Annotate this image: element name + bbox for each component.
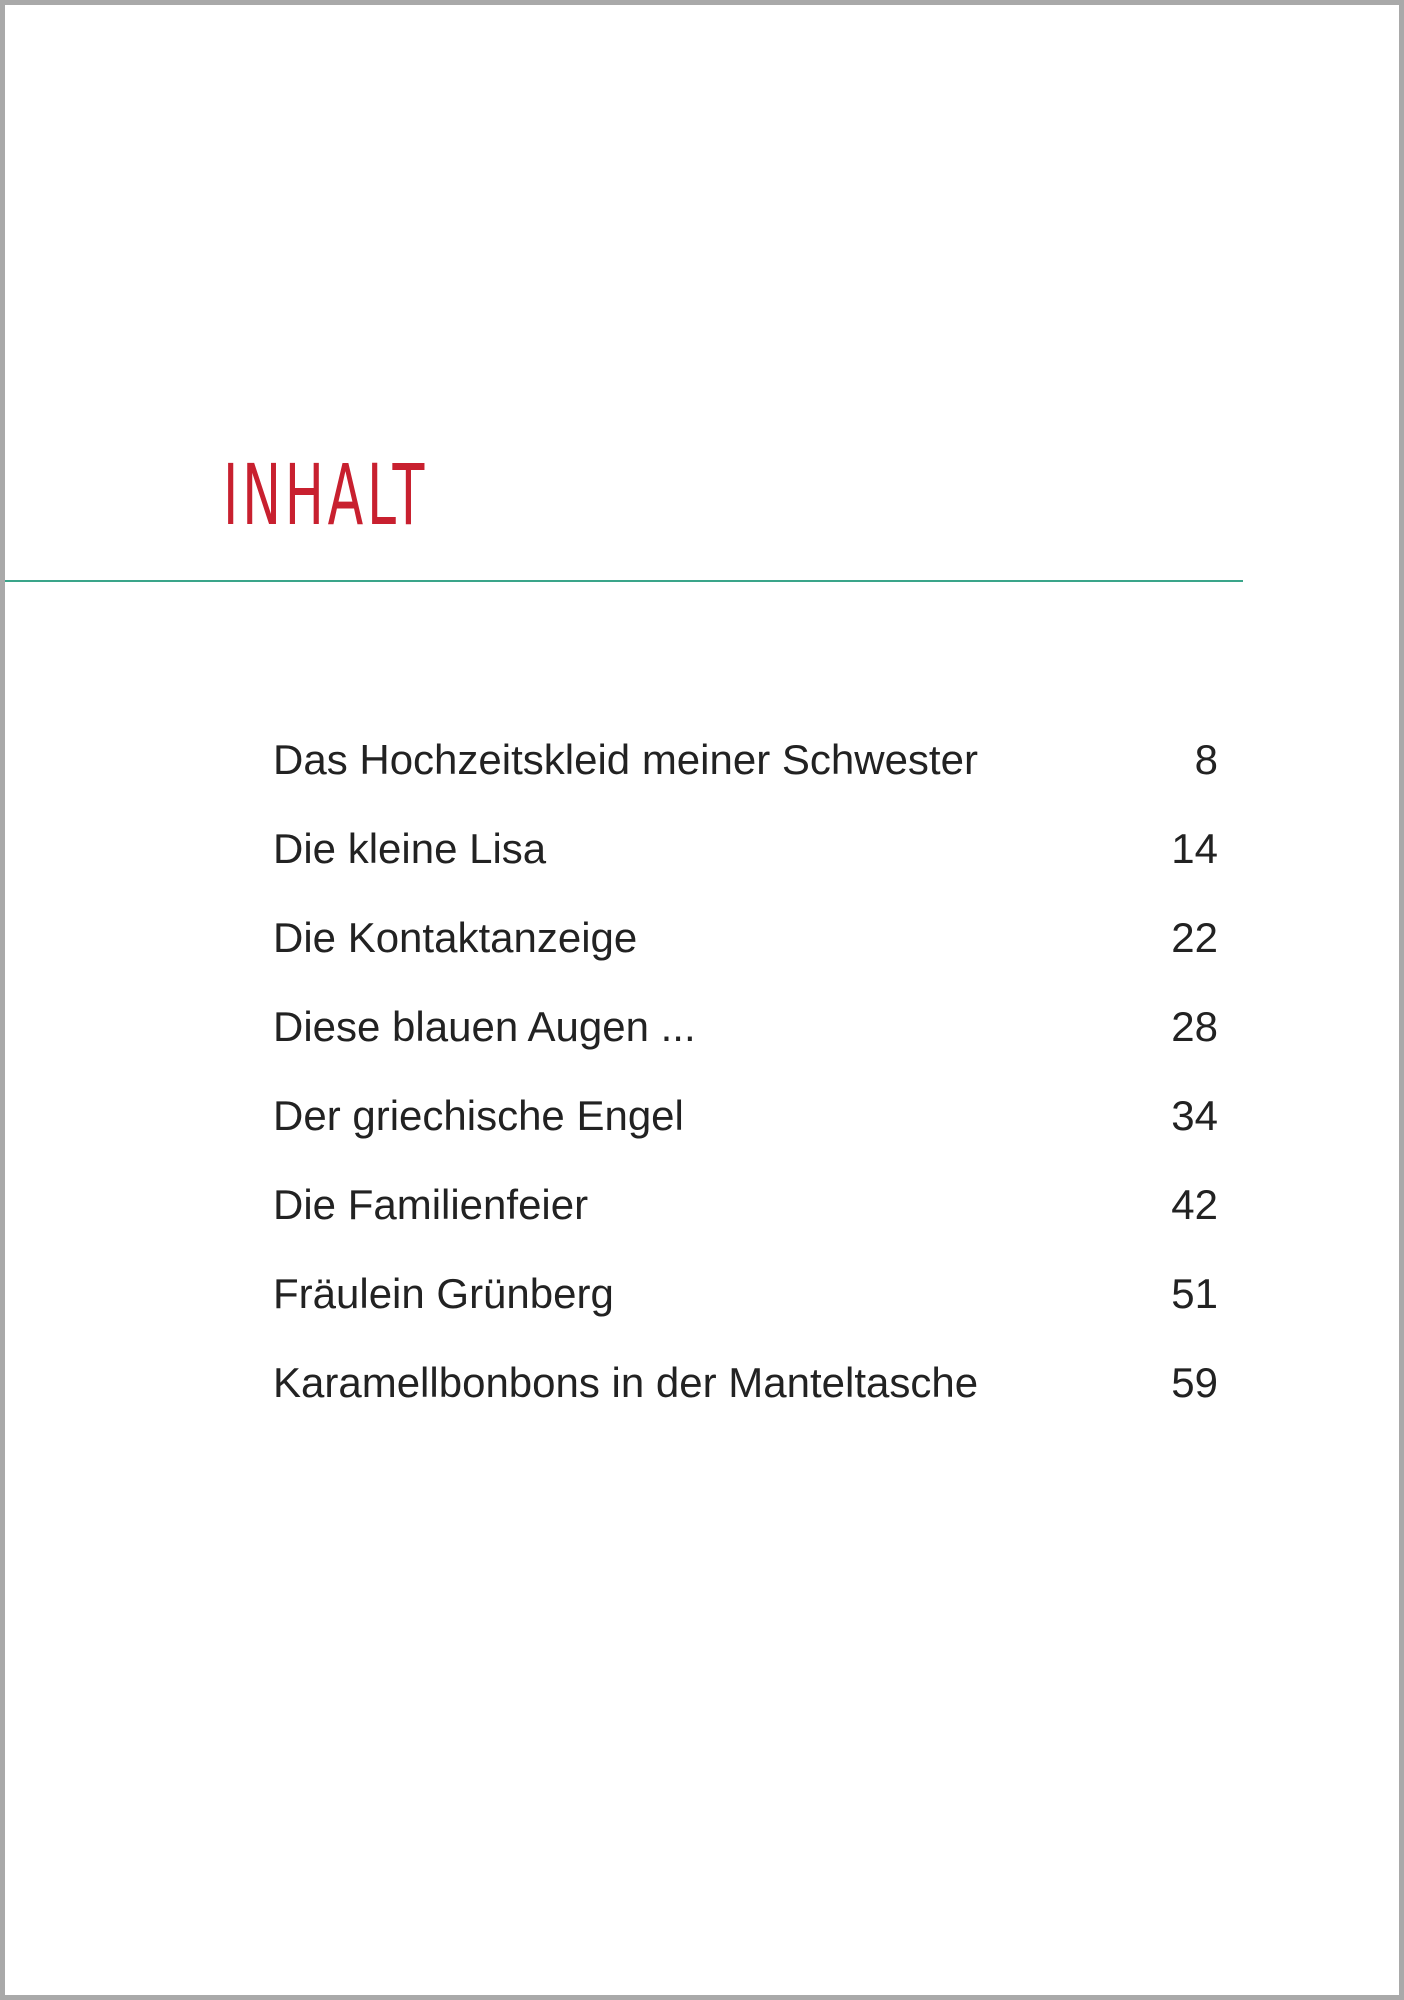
toc-entry: Das Hochzeitskleid meiner Schwester 8 <box>273 730 1218 819</box>
toc-entry: Die Kontaktanzeige 22 <box>273 908 1218 997</box>
toc-entry-title: Diese blauen Augen ... <box>273 1003 696 1050</box>
toc-entry-title: Karamellbonbons in der Manteltasche <box>273 1359 979 1406</box>
toc-entry: Fräulein Grünberg 51 <box>273 1264 1218 1353</box>
table-of-contents: Das Hochzeitskleid meiner Schwester 8 Die… <box>273 730 1218 1442</box>
divider <box>5 580 1243 582</box>
toc-entry-page: 14 <box>1171 825 1218 872</box>
toc-entry-title: Die Familienfeier <box>273 1181 589 1228</box>
toc-entry-page: 34 <box>1171 1092 1218 1139</box>
toc-entry-title: Die kleine Lisa <box>273 825 547 872</box>
toc-entry-title: Die Kontaktanzeige <box>273 914 638 961</box>
toc-entry-title: Der griechische Engel <box>273 1092 684 1139</box>
toc-entry-page: 59 <box>1171 1359 1218 1406</box>
toc-entry: Die kleine Lisa 14 <box>273 819 1218 908</box>
toc-entry-page: 28 <box>1171 1003 1218 1050</box>
toc-entry-title: Fräulein Grünberg <box>273 1270 614 1317</box>
toc-entry: Diese blauen Augen ... 28 <box>273 997 1218 1086</box>
toc-entry-page: 8 <box>1194 736 1218 783</box>
toc-entry-page: 51 <box>1171 1270 1218 1317</box>
page-title: INHALT <box>223 446 429 544</box>
toc-entry-page: 42 <box>1171 1181 1218 1228</box>
toc-entry: Die Familienfeier 42 <box>273 1175 1218 1264</box>
toc-entry: Der griechische Engel 34 <box>273 1086 1218 1175</box>
toc-entry-title: Das Hochzeitskleid meiner Schwester <box>273 736 978 783</box>
toc-entry-page: 22 <box>1171 914 1218 961</box>
toc-entry: Karamellbonbons in der Manteltasche 59 <box>273 1353 1218 1442</box>
